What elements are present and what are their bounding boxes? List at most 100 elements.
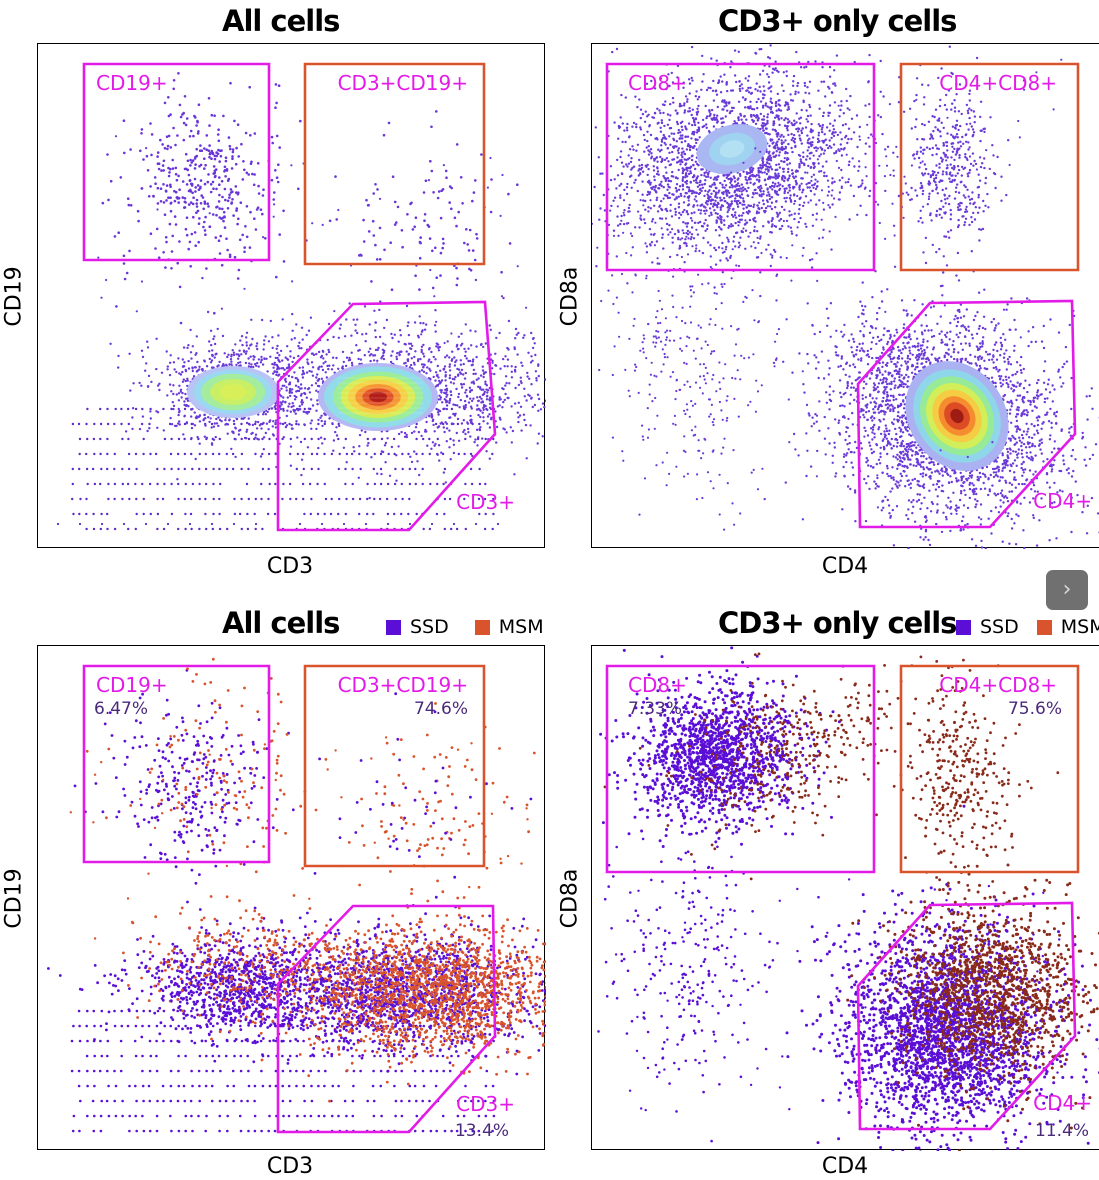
data-point — [783, 175, 786, 178]
data-point — [236, 277, 240, 280]
data-point — [510, 441, 513, 444]
data-point — [220, 263, 224, 267]
data-point — [671, 81, 675, 84]
data-point — [491, 367, 494, 370]
data-point — [436, 453, 439, 456]
data-point — [418, 315, 421, 318]
data-point — [270, 407, 273, 410]
data-point — [299, 440, 303, 444]
data-point — [430, 522, 434, 526]
data-point — [631, 246, 634, 249]
data-point — [169, 146, 173, 149]
data-point — [187, 344, 190, 347]
data-point — [715, 93, 719, 96]
data-point — [367, 203, 370, 207]
data-point — [273, 361, 276, 364]
data-point — [713, 113, 716, 117]
data-point — [759, 127, 762, 131]
data-point — [491, 361, 494, 364]
data-point — [662, 186, 665, 189]
data-point — [115, 305, 118, 308]
data-point — [719, 206, 723, 209]
data-point — [315, 427, 318, 431]
data-point — [631, 145, 634, 148]
data-point — [666, 196, 670, 200]
data-point — [482, 375, 485, 379]
data-point — [260, 482, 263, 486]
data-point — [505, 431, 508, 434]
data-point — [217, 128, 220, 131]
data-point — [257, 358, 261, 361]
data-point — [694, 160, 697, 163]
data-point — [184, 512, 187, 516]
data-point — [759, 184, 762, 188]
data-point — [256, 437, 259, 441]
data-point — [658, 109, 661, 112]
data-point — [710, 57, 713, 60]
data-point — [713, 209, 716, 212]
data-point — [839, 108, 842, 112]
data-point — [666, 147, 669, 150]
data-point — [418, 473, 421, 477]
data-point — [270, 178, 274, 182]
data-point — [714, 248, 718, 252]
data-point — [337, 208, 340, 212]
data-point — [740, 218, 743, 221]
data-point — [767, 221, 770, 224]
data-point — [282, 209, 285, 213]
data-point — [200, 149, 204, 152]
data-point — [113, 527, 117, 531]
data-point — [197, 103, 201, 106]
data-point — [156, 411, 160, 414]
data-point — [194, 457, 197, 461]
data-point — [206, 310, 210, 314]
data-point — [677, 195, 680, 198]
data-point — [770, 168, 774, 171]
data-point — [413, 355, 416, 359]
data-point — [253, 173, 256, 176]
data-point — [264, 431, 267, 435]
data-point — [470, 407, 473, 410]
data-point — [169, 201, 173, 205]
data-point — [718, 234, 721, 237]
data-point — [798, 117, 801, 120]
data-point — [469, 467, 473, 471]
data-point — [791, 136, 795, 140]
data-point — [498, 404, 501, 407]
data-point — [261, 194, 265, 197]
data-point — [415, 422, 418, 426]
data-point — [327, 348, 330, 352]
data-point — [237, 429, 241, 432]
data-point — [354, 329, 357, 332]
data-point — [756, 230, 759, 233]
data-point — [337, 467, 340, 471]
data-point — [439, 274, 442, 277]
data-point — [464, 354, 467, 358]
data-point — [167, 196, 170, 199]
data-point — [185, 183, 189, 186]
data-point — [218, 512, 221, 516]
data-point — [514, 327, 518, 331]
data-point — [806, 86, 809, 89]
data-point — [364, 522, 368, 526]
data-point — [262, 448, 265, 451]
data-point — [656, 160, 659, 163]
data-point — [674, 109, 677, 112]
data-point — [522, 336, 525, 339]
data-point — [640, 163, 644, 167]
data-point — [131, 416, 134, 419]
gate-cd3-pos — [276, 300, 497, 532]
data-point — [501, 406, 504, 409]
data-point — [172, 407, 175, 411]
data-point — [337, 336, 340, 339]
data-point — [757, 171, 760, 174]
data-point — [99, 527, 102, 531]
data-point — [637, 169, 640, 172]
data-point — [214, 353, 217, 356]
data-point — [733, 199, 736, 203]
data-point — [209, 190, 213, 194]
data-point — [167, 134, 171, 138]
data-point — [356, 318, 359, 321]
data-point — [200, 194, 203, 197]
data-point — [448, 369, 452, 372]
